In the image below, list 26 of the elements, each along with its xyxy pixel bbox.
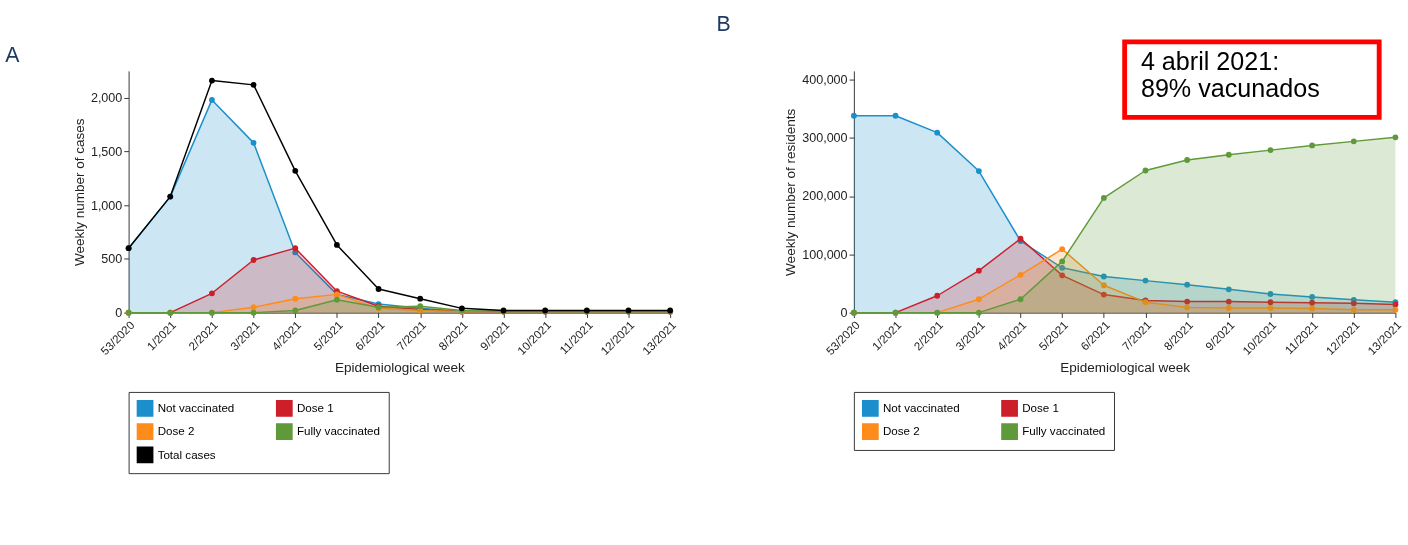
annotation: 4 abril 2021: 89% vacunados <box>1140 46 1320 102</box>
legend-label: Dose 2 <box>157 424 195 438</box>
y-tick-label: 0 <box>840 305 848 320</box>
legend-label: Total cases <box>157 447 216 461</box>
y-tick-label: 2,000 <box>90 91 123 106</box>
legend-label: Not vaccinated <box>882 401 960 415</box>
legend-label: Dose 1 <box>296 401 334 415</box>
legend-label: Dose 2 <box>882 424 920 438</box>
y-tick-label: 500 <box>101 252 123 267</box>
chart-title: B <box>716 11 731 36</box>
y-tick-label: 400,000 <box>802 72 848 87</box>
legend-label: Dose 1 <box>1022 401 1059 415</box>
y-tick-label: 1,000 <box>90 198 123 213</box>
legend-label: Not vaccinated <box>157 401 235 415</box>
chart-title: A <box>5 43 21 68</box>
y-axis-title: Weekly number of cases <box>72 118 88 267</box>
x-axis-title: Epidemiological week <box>1060 359 1191 375</box>
legend-label: Fully vaccinated <box>296 424 381 438</box>
y-axis-title: Weekly number of residents <box>783 108 799 276</box>
legend-label: Fully vaccinated <box>1022 424 1106 438</box>
x-axis-title: Epidemiological week <box>334 359 466 375</box>
y-tick-label: 100,000 <box>802 247 848 262</box>
y-tick-label: 300,000 <box>802 131 848 146</box>
y-tick-label: 0 <box>115 305 123 320</box>
y-tick-label: 200,000 <box>802 189 848 204</box>
y-tick-label: 1,500 <box>90 144 123 159</box>
